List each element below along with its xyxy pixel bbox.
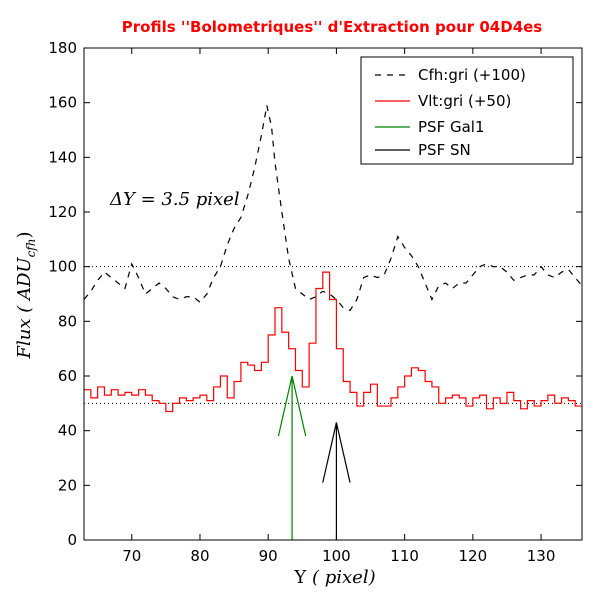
plot-area xyxy=(84,105,582,540)
x-tick-label: 120 xyxy=(459,547,488,565)
legend-label-psf-sn: PSF SN xyxy=(418,141,471,159)
y-axis-label-sub: cfh xyxy=(24,239,38,258)
x-tick-label: 90 xyxy=(259,547,278,565)
x-axis-label-prefix: Y xyxy=(293,567,307,588)
y-tick-label: 40 xyxy=(58,422,77,440)
y-axis-label-prefix: Flux xyxy=(14,319,35,360)
y-tick-label: 140 xyxy=(48,148,77,166)
y-tick-label: 100 xyxy=(48,258,77,276)
x-axis-label-unit: ( pixel) xyxy=(312,567,376,588)
x-axis-label: Y ( pixel) xyxy=(293,567,375,588)
y-tick-label: 60 xyxy=(58,367,77,385)
y-tick-label: 20 xyxy=(58,476,77,494)
y-tick-label: 160 xyxy=(48,94,77,112)
x-tick-label: 70 xyxy=(122,547,141,565)
y-axis-label-unit: ( ADU xyxy=(14,257,35,313)
y-axis-label: Flux ( ADUcfh) xyxy=(14,231,38,359)
legend-frame xyxy=(360,56,574,165)
legend-label-psf-gal1: PSF Gal1 xyxy=(418,118,485,136)
x-tick-label: 80 xyxy=(190,547,209,565)
y-tick-label: 0 xyxy=(67,531,77,549)
y-tick-label: 180 xyxy=(48,39,77,57)
legend-label-vlt: Vlt:gri (+50) xyxy=(418,92,511,110)
chart-title: Profils ''Bolometriques'' d'Extraction p… xyxy=(122,18,543,36)
x-tick-label: 110 xyxy=(390,547,419,565)
psf-sn-arrow-head xyxy=(322,422,351,483)
axis-ticks: 70 80 90 100 110 120 130 0 20 40 60 80 100 120 140 160 1… xyxy=(48,39,582,565)
y-axis-label-close: ) xyxy=(14,231,35,238)
psf-gal1-arrow-head xyxy=(277,375,307,437)
legend-label-cfh: Cfh:gri (+100) xyxy=(418,66,526,84)
x-tick-label: 130 xyxy=(527,547,556,565)
delta-y-annotation: ΔY = 3.5 pixel xyxy=(109,189,240,210)
x-tick-label: 100 xyxy=(322,547,351,565)
plot-frame xyxy=(83,47,583,541)
series-line-cfh xyxy=(84,105,582,312)
series-line-vlt xyxy=(84,271,582,413)
y-tick-label: 80 xyxy=(58,312,77,330)
legend: Cfh:gri (+100) Vlt:gri (+50) PSF Gal1 PS… xyxy=(360,56,574,165)
y-tick-label: 120 xyxy=(48,203,77,221)
